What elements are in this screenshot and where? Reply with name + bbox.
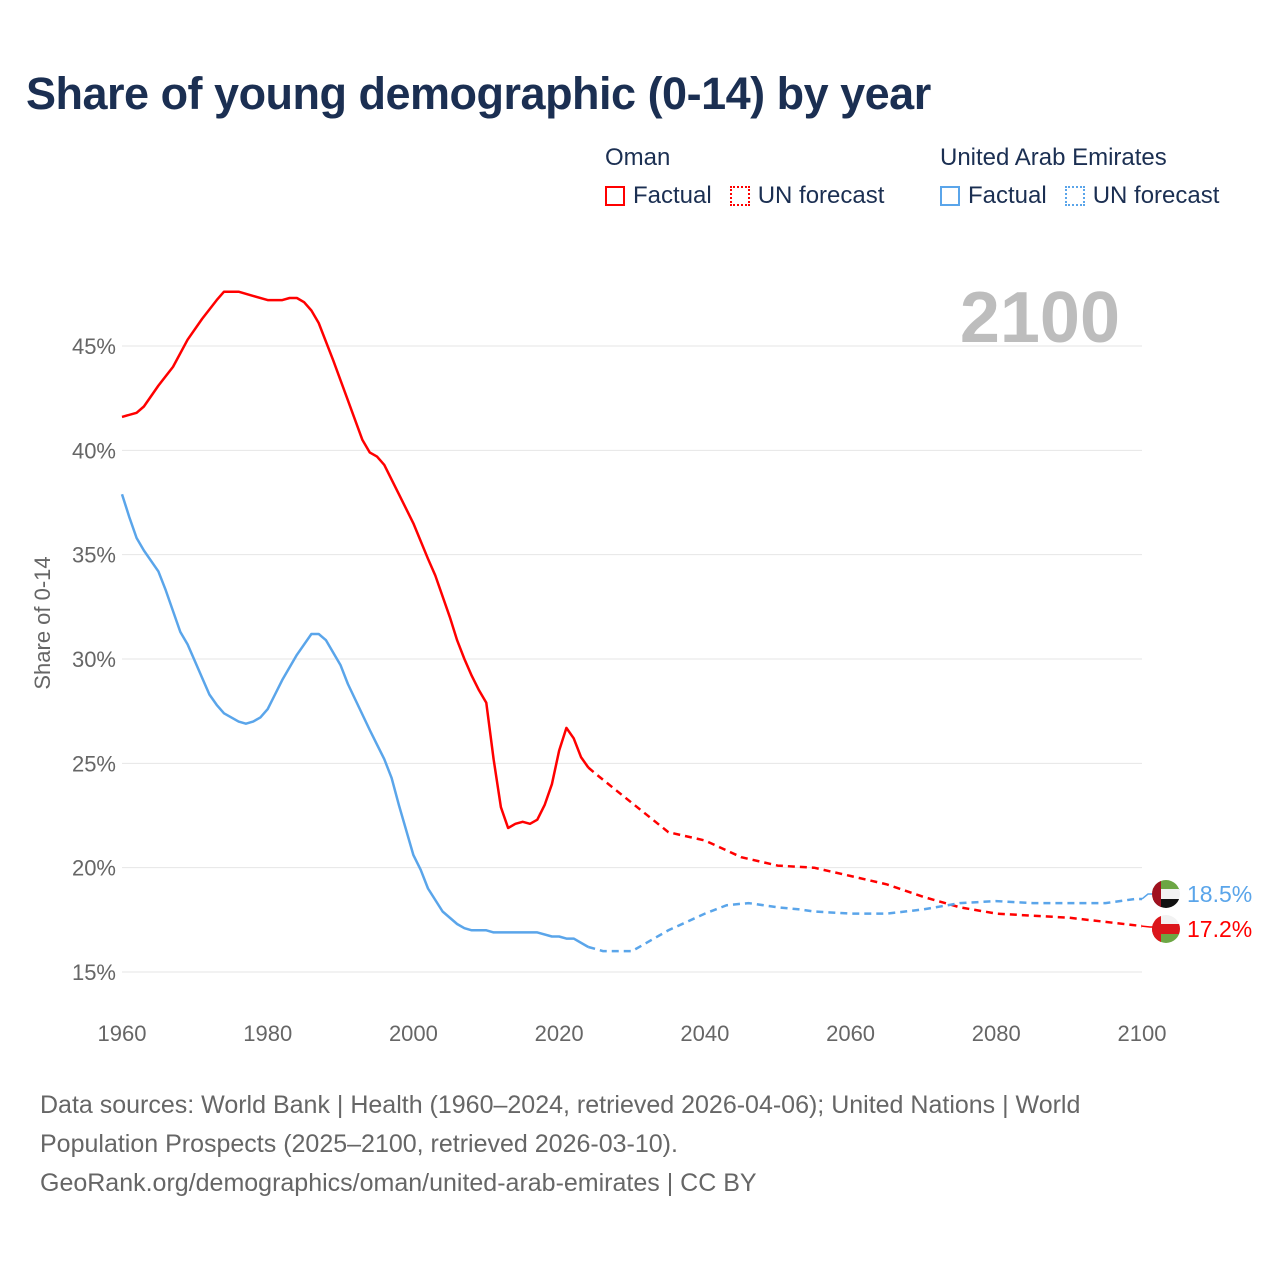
y-axis-label: Share of 0-14	[30, 556, 55, 689]
legend-swatch	[605, 186, 625, 206]
legend-uae: United Arab Emirates Factual UN forecast	[940, 144, 1237, 210]
y-tick-label: 45%	[72, 334, 116, 359]
series-oman-factual	[121, 290, 590, 830]
y-tick-label: 20%	[72, 856, 116, 881]
x-tick-label: 2060	[826, 1021, 875, 1046]
source-link[interactable]: GeoRank.org/demographics/oman/united-ara…	[40, 1169, 757, 1197]
legend-country: Oman	[605, 144, 671, 171]
x-tick-label: 2040	[680, 1021, 729, 1046]
y-tick-label: 25%	[72, 751, 116, 776]
legend-label: UN forecast	[757, 182, 885, 209]
y-tick-label: 15%	[72, 960, 116, 985]
chart-title: Share of young demographic (0-14) by yea…	[26, 68, 931, 119]
legend-label: Factual	[633, 182, 712, 209]
legend-oman: Oman Factual UN forecast	[605, 144, 902, 210]
legend-country: United Arab Emirates	[940, 144, 1167, 171]
y-tick-label: 35%	[72, 543, 116, 568]
footer: Data sources: World Bank | Health (1960–…	[40, 1086, 1160, 1203]
data-sources: Data sources: World Bank | Health (1960–…	[40, 1091, 1081, 1158]
x-tick-label: 1960	[98, 1021, 147, 1046]
y-tick-label: 30%	[72, 647, 116, 672]
uae-flag-icon	[1152, 880, 1180, 908]
legend-swatch	[729, 186, 750, 206]
legend-swatch	[940, 186, 960, 206]
oman-flag-icon	[1152, 915, 1180, 943]
end-label-uae: 18.5%	[1187, 881, 1252, 907]
series-uae-forecast	[587, 897, 1142, 953]
legend-label: UN forecast	[1092, 182, 1220, 209]
legend-oman-forecast[interactable]: UN forecast	[729, 182, 885, 210]
current-year-label: 2100	[960, 278, 1120, 358]
series-uae-factual	[120, 493, 589, 949]
x-tick-label: 1980	[243, 1021, 292, 1046]
legend-label: Factual	[968, 182, 1047, 209]
x-tick-label: 2080	[972, 1021, 1021, 1046]
x-tick-label: 2100	[1118, 1021, 1167, 1046]
legend-uae-factual[interactable]: Factual	[940, 182, 1047, 210]
series-oman-forecast	[587, 766, 1143, 928]
y-tick-label: 40%	[72, 438, 116, 463]
end-label-oman: 17.2%	[1187, 916, 1252, 942]
legend-oman-factual[interactable]: Factual	[605, 182, 712, 210]
x-tick-label: 2020	[535, 1021, 584, 1046]
legend-swatch	[1064, 186, 1085, 206]
x-tick-label: 2000	[389, 1021, 438, 1046]
legend-uae-forecast[interactable]: UN forecast	[1064, 182, 1220, 210]
